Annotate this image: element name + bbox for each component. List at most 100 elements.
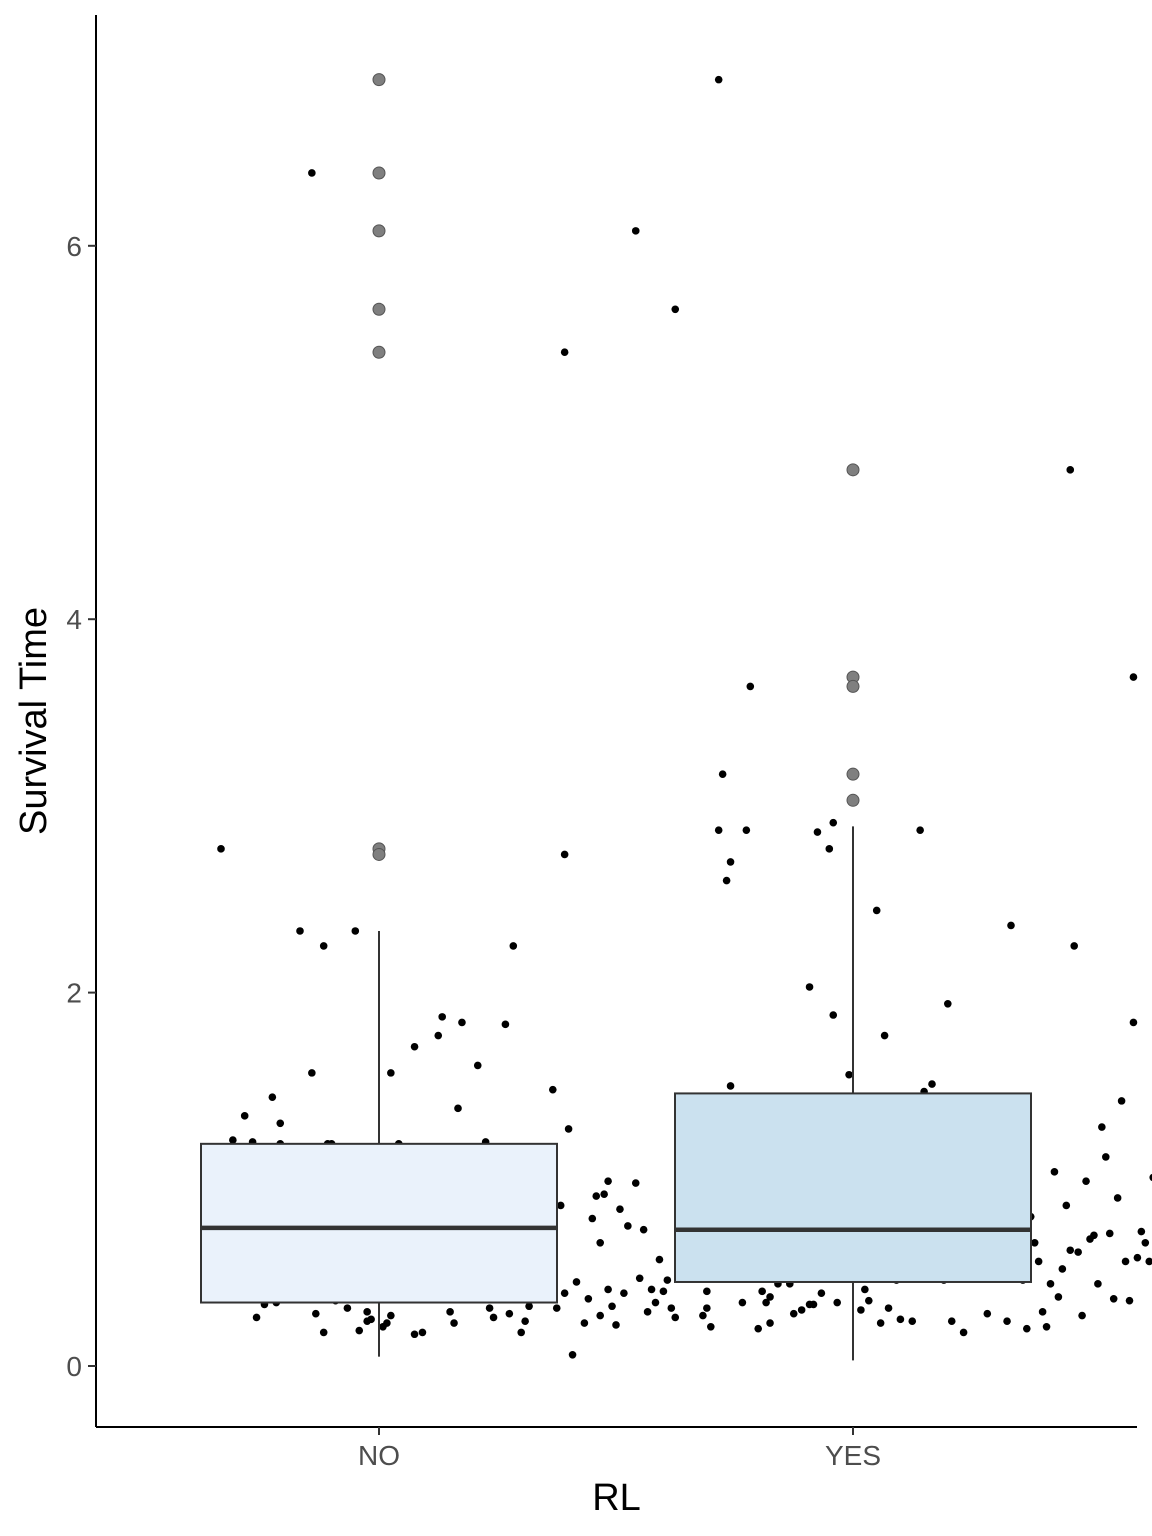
data-point	[1030, 1238, 1039, 1247]
data-point	[1058, 1265, 1067, 1273]
data-point	[829, 818, 838, 827]
data-point	[1007, 921, 1015, 930]
data-point	[699, 1311, 707, 1320]
data-point	[639, 1225, 648, 1234]
data-point	[438, 1013, 447, 1021]
data-point	[620, 1289, 628, 1297]
box-yes	[674, 1092, 1032, 1283]
data-point	[363, 1308, 371, 1316]
data-point	[865, 1296, 873, 1305]
data-point	[746, 682, 755, 691]
data-point	[1121, 1257, 1130, 1266]
data-point	[458, 1018, 466, 1027]
data-point	[876, 1319, 885, 1327]
outlier-points	[372, 73, 860, 861]
data-point	[240, 1112, 249, 1120]
data-point	[1149, 1173, 1152, 1182]
data-point	[521, 1317, 529, 1325]
data-point	[418, 1328, 427, 1337]
data-point	[485, 1304, 494, 1312]
data-point	[1023, 1324, 1031, 1333]
data-point	[797, 1306, 806, 1314]
data-point	[647, 1285, 656, 1294]
data-point	[252, 1313, 261, 1322]
data-point	[556, 1201, 565, 1210]
data-point	[766, 1319, 774, 1327]
data-point	[742, 826, 751, 834]
data-point	[643, 1308, 652, 1316]
data-point	[319, 942, 328, 950]
data-point	[410, 1330, 419, 1339]
data-point	[714, 826, 723, 834]
data-point	[434, 1031, 443, 1040]
data-point	[505, 1309, 514, 1318]
data-point	[454, 1104, 462, 1113]
data-point	[1141, 1238, 1150, 1247]
data-point	[501, 1020, 510, 1029]
data-point	[624, 1222, 632, 1230]
data-point	[1070, 942, 1078, 950]
data-point	[560, 348, 569, 357]
data-point	[473, 1061, 482, 1070]
data-point	[718, 770, 727, 778]
data-point	[355, 1326, 364, 1335]
data-point	[631, 227, 640, 235]
data-point	[805, 983, 814, 991]
data-point	[604, 1285, 612, 1294]
data-point	[789, 1309, 798, 1318]
data-point	[1003, 1317, 1011, 1325]
data-point	[383, 1319, 391, 1327]
data-point	[762, 1298, 770, 1307]
x-tick-label: YES	[825, 1440, 881, 1471]
data-point	[560, 850, 569, 859]
data-point	[1054, 1293, 1063, 1301]
data-point	[1129, 1018, 1138, 1027]
data-point	[707, 1322, 715, 1331]
data-point	[1062, 1201, 1071, 1210]
data-point	[387, 1311, 395, 1320]
x-axis-title: RL	[592, 1477, 641, 1519]
data-point	[549, 1085, 557, 1094]
data-point	[517, 1328, 525, 1337]
y-tick-label: 2	[66, 978, 82, 1009]
outlier-point	[372, 166, 386, 180]
data-point	[572, 1278, 581, 1286]
data-point	[1066, 1246, 1075, 1255]
data-point	[722, 876, 731, 885]
data-point	[928, 1080, 936, 1088]
data-point	[489, 1313, 498, 1322]
data-point	[525, 1302, 533, 1311]
data-point	[813, 828, 822, 836]
y-tick-label: 6	[66, 231, 82, 262]
outlier-point	[372, 224, 386, 238]
data-point	[659, 1287, 668, 1296]
outlier-point	[372, 847, 386, 861]
data-point	[450, 1319, 458, 1327]
data-point	[959, 1328, 968, 1337]
data-point	[1078, 1311, 1086, 1320]
data-point	[947, 1317, 956, 1325]
data-point	[766, 1293, 774, 1301]
data-point	[908, 1317, 917, 1325]
outlier-point	[846, 793, 860, 807]
data-point	[584, 1294, 593, 1303]
data-point	[872, 906, 881, 915]
data-point	[857, 1306, 865, 1314]
data-point	[1042, 1322, 1051, 1331]
outlier-point	[372, 345, 386, 359]
x-tick-label: NO	[358, 1440, 400, 1471]
data-point	[896, 1315, 905, 1324]
outlier-point	[846, 463, 860, 477]
data-point	[568, 1350, 577, 1359]
data-point	[1050, 1168, 1059, 1176]
data-point	[604, 1177, 612, 1185]
data-point	[1034, 1257, 1043, 1266]
data-point	[651, 1298, 660, 1307]
data-point	[817, 1289, 826, 1297]
data-point	[608, 1302, 616, 1311]
data-point	[738, 1298, 747, 1307]
data-point	[861, 1285, 869, 1294]
data-point	[880, 1031, 889, 1040]
data-point	[446, 1308, 454, 1316]
